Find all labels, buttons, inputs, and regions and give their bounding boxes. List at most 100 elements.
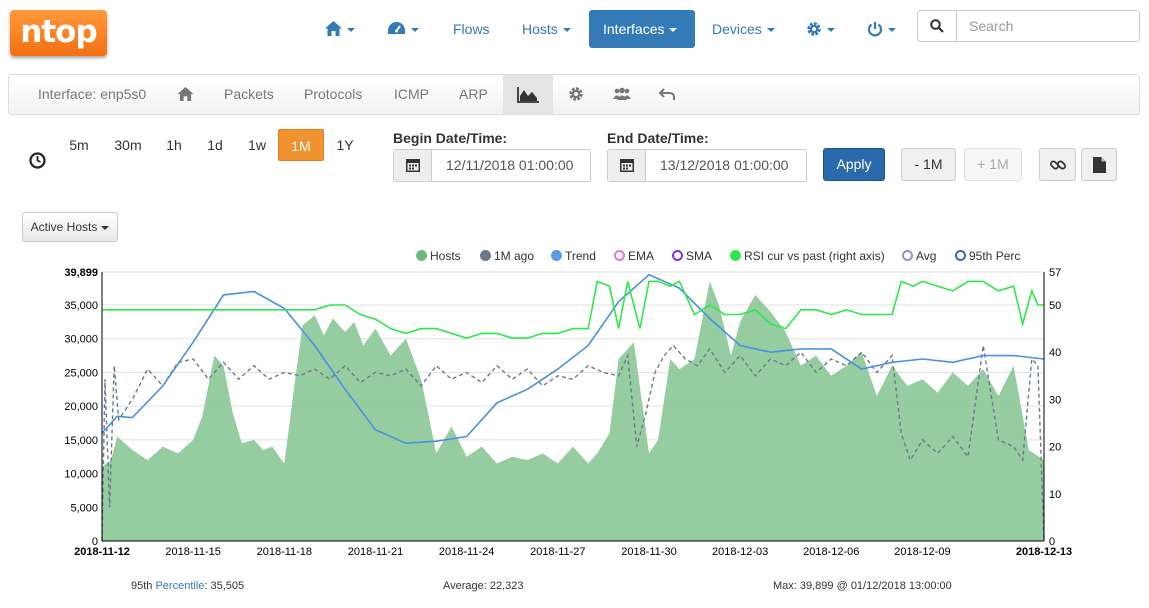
end-date-value: 13/12/2018 01:00:00 — [660, 157, 789, 173]
nav-settings[interactable] — [806, 10, 835, 48]
home-icon — [325, 21, 342, 36]
export-button[interactable] — [1081, 148, 1117, 181]
chevron-down-icon — [347, 28, 355, 33]
subnav-icmp[interactable]: ICMP — [394, 86, 429, 102]
legend-marker — [955, 250, 966, 261]
metric-select-label: Active Hosts — [30, 220, 98, 234]
nav-interfaces[interactable]: Interfaces — [589, 10, 695, 48]
legend-marker — [416, 250, 427, 261]
begin-calendar-button[interactable] — [394, 150, 432, 181]
area-chart-icon — [517, 87, 539, 103]
y-tick-label: 30,000 — [64, 334, 98, 346]
dashboard-icon — [388, 22, 405, 34]
subnav-settings[interactable] — [568, 75, 584, 114]
legend-marker — [551, 250, 562, 261]
x-tick-label: 2018-11-30 — [621, 546, 676, 558]
subnav-packets[interactable]: Packets — [224, 86, 274, 102]
percentile-link[interactable]: Percentile — [155, 580, 205, 592]
undo-icon — [658, 88, 675, 100]
legend-marker — [672, 250, 683, 261]
rsi-line-mark — [102, 280, 1044, 339]
search-input[interactable] — [956, 10, 1140, 42]
max-stat: Max: 39,899 @ 01/12/2018 13:00:00 — [773, 580, 952, 592]
range-1d[interactable]: 1d — [207, 137, 223, 153]
chevron-down-icon — [669, 28, 678, 33]
range-1h[interactable]: 1h — [166, 137, 182, 153]
x-tick-label: 2018-12-09 — [894, 546, 950, 558]
begin-date-value: 12/11/2018 01:00:00 — [446, 157, 574, 173]
nav-flows[interactable]: Flows — [453, 21, 490, 37]
y-tick-label: 10,000 — [64, 469, 98, 481]
legend-avg[interactable]: Avg — [902, 249, 936, 263]
chevron-down-icon — [766, 28, 775, 33]
search-button[interactable] — [917, 10, 957, 42]
legend-label: EMA — [628, 249, 655, 263]
y2-tick-label: 20 — [1049, 442, 1061, 454]
minus-1m-button[interactable]: - 1M — [901, 148, 956, 181]
x-tick-label: 2018-12-03 — [712, 546, 768, 558]
legend-1m-ago[interactable]: 1M ago — [480, 249, 534, 263]
chevron-down-icon — [101, 225, 110, 230]
apply-button[interactable]: Apply — [823, 148, 885, 181]
nav-devices[interactable]: Devices — [712, 10, 775, 48]
subnav-pools[interactable] — [613, 75, 631, 114]
legend-label: 95th Perc — [969, 249, 1021, 263]
subnav-back[interactable] — [658, 75, 675, 114]
perc-value: : 35,505 — [204, 580, 245, 592]
average-stat: Average: 22,323 — [443, 580, 524, 592]
end-date-field[interactable]: 13/12/2018 01:00:00 — [607, 149, 807, 182]
nav-devices-label: Devices — [712, 21, 762, 37]
begin-date-field[interactable]: 12/11/2018 01:00:00 — [393, 149, 591, 182]
legend-95th-perc[interactable]: 95th Perc — [955, 249, 1020, 263]
range-5m[interactable]: 5m — [69, 137, 89, 153]
chevron-down-icon — [562, 28, 571, 33]
x-tick-label: 2018-11-15 — [165, 546, 220, 558]
permalink-button[interactable] — [1039, 148, 1076, 181]
y2-tick-label: 40 — [1049, 347, 1061, 359]
calendar-icon — [620, 159, 634, 172]
clock-icon — [29, 152, 46, 169]
gear-icon — [807, 22, 821, 36]
legend-sma[interactable]: SMA — [672, 249, 712, 263]
subnav-protocols[interactable]: Protocols — [304, 86, 363, 102]
y-tick-label: 39,899 — [64, 267, 98, 279]
subnav-charts[interactable] — [503, 75, 553, 114]
plus-1m-button[interactable]: + 1M — [964, 148, 1022, 181]
chevron-down-icon — [827, 28, 835, 33]
subnav-arp[interactable]: ARP — [459, 86, 488, 102]
range-1M[interactable]: 1M — [278, 129, 324, 161]
legend-trend[interactable]: Trend — [551, 249, 596, 263]
nav-hosts[interactable]: Hosts — [522, 10, 571, 48]
legend-hosts[interactable]: Hosts — [416, 249, 461, 263]
subnav-home[interactable] — [177, 75, 194, 114]
legend-ema[interactable]: EMA — [614, 249, 654, 263]
subnav-interface[interactable]: Interface: enp5s0 — [38, 86, 147, 102]
legend-label: RSI cur vs past (right axis) — [744, 249, 885, 263]
ntop-logo[interactable]: ntop — [10, 10, 107, 56]
power-icon — [867, 22, 883, 37]
range-30m[interactable]: 30m — [114, 137, 142, 153]
legend-marker — [730, 250, 741, 261]
nav-hosts-label: Hosts — [522, 21, 558, 37]
x-tick-label: 2018-11-12 — [74, 546, 130, 558]
y-tick-label: 25,000 — [64, 367, 98, 379]
chevron-down-icon — [888, 28, 896, 33]
nav-home[interactable] — [325, 10, 355, 48]
nav-power[interactable] — [867, 10, 896, 48]
y2-tick-label: 30 — [1049, 394, 1061, 406]
home-icon — [177, 87, 194, 101]
x-tick-label: 2018-12-06 — [803, 546, 859, 558]
y-tick-label: 35,000 — [64, 300, 98, 312]
legend-marker — [902, 250, 913, 261]
end-calendar-button[interactable] — [608, 150, 646, 181]
legend-rsi[interactable]: RSI cur vs past (right axis) — [730, 249, 885, 263]
chevron-down-icon — [411, 28, 419, 33]
x-tick-label: 2018-11-21 — [348, 546, 403, 558]
range-1w[interactable]: 1w — [248, 137, 266, 153]
x-tick-label: 2018-11-27 — [530, 546, 585, 558]
logo-text: ntop — [20, 14, 97, 50]
y2-tick-label: 57 — [1049, 267, 1061, 279]
range-1Y[interactable]: 1Y — [336, 137, 354, 153]
metric-select[interactable]: Active Hosts — [22, 212, 118, 242]
nav-dashboard[interactable] — [387, 10, 419, 48]
